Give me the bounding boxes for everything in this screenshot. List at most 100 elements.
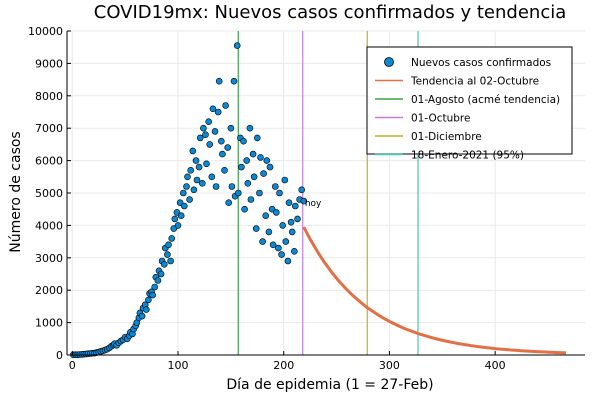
data-point bbox=[227, 124, 235, 132]
data-point bbox=[206, 141, 213, 148]
y-tick-label: 2000 bbox=[35, 284, 63, 297]
legend: Nuevos casos confirmados Tendencia al 02-… bbox=[366, 46, 573, 162]
data-point bbox=[285, 199, 293, 206]
data-point bbox=[263, 157, 271, 164]
x-tick-label: 300 bbox=[379, 359, 400, 372]
y-tick-label: 7000 bbox=[35, 122, 63, 135]
legend-label: 01-Diciembre bbox=[411, 131, 482, 143]
data-point bbox=[291, 202, 299, 210]
data-point bbox=[221, 167, 228, 174]
data-point bbox=[287, 218, 295, 226]
data-point bbox=[250, 173, 258, 181]
data-point bbox=[215, 77, 223, 85]
y-tick-label: 8000 bbox=[35, 90, 63, 103]
data-point bbox=[249, 150, 257, 158]
data-point bbox=[269, 241, 277, 249]
data-point bbox=[154, 277, 162, 284]
data-point bbox=[275, 244, 282, 252]
data-point bbox=[212, 183, 220, 190]
data-point bbox=[177, 212, 185, 219]
x-tick-label: 200 bbox=[273, 359, 294, 372]
data-point bbox=[244, 180, 252, 187]
x-tick-label: 100 bbox=[168, 359, 189, 372]
data-point bbox=[224, 144, 231, 151]
y-tick-label: 3000 bbox=[35, 252, 63, 265]
data-point bbox=[272, 209, 280, 216]
data-point bbox=[246, 124, 254, 132]
data-point bbox=[219, 150, 226, 158]
y-axis-label: Número de casos bbox=[8, 131, 24, 252]
legend-label: 01-Octubre bbox=[411, 113, 470, 125]
data-point bbox=[252, 225, 260, 232]
data-point bbox=[211, 128, 219, 135]
data-point bbox=[300, 197, 308, 205]
data-point bbox=[259, 238, 266, 245]
data-point bbox=[164, 251, 171, 258]
data-point bbox=[167, 257, 174, 265]
data-point bbox=[193, 176, 201, 184]
data-point bbox=[181, 202, 188, 210]
data-point bbox=[222, 102, 229, 109]
data-point bbox=[180, 189, 187, 197]
legend-label: 01-Agosto (acmé tendencia) bbox=[411, 94, 560, 106]
data-point bbox=[235, 189, 242, 197]
data-point bbox=[265, 228, 273, 236]
y-tick-label: 10000 bbox=[28, 25, 63, 38]
data-point bbox=[173, 209, 181, 216]
data-point bbox=[208, 173, 216, 181]
data-point bbox=[276, 189, 283, 197]
data-point bbox=[184, 173, 191, 181]
x-tick-label: 400 bbox=[485, 359, 506, 372]
data-point bbox=[253, 134, 261, 142]
scatter-points bbox=[70, 42, 308, 359]
y-tick-label: 6000 bbox=[35, 155, 63, 168]
data-point bbox=[278, 251, 285, 258]
x-axis-label: Día de epidemia (1 = 27-Feb) bbox=[226, 377, 433, 393]
data-point bbox=[290, 248, 298, 255]
data-point bbox=[174, 222, 182, 229]
y-tick-label: 4000 bbox=[35, 219, 63, 232]
data-point bbox=[196, 134, 204, 142]
data-point bbox=[294, 215, 301, 223]
data-point bbox=[205, 118, 212, 125]
grid-lines bbox=[67, 30, 585, 356]
data-point bbox=[145, 296, 152, 304]
data-point bbox=[186, 196, 193, 203]
data-point bbox=[203, 160, 210, 168]
legend-label: 18-Enero-2021 (95%) bbox=[411, 150, 524, 162]
data-point bbox=[187, 167, 194, 174]
data-point bbox=[288, 228, 296, 236]
data-point bbox=[138, 312, 146, 320]
legend-marker-scatter bbox=[384, 57, 394, 67]
data-point bbox=[256, 189, 263, 197]
legend-label: Tendencia al 02-Octubre bbox=[410, 76, 539, 88]
data-point bbox=[192, 157, 200, 164]
data-point bbox=[161, 260, 168, 268]
data-point bbox=[247, 196, 255, 203]
data-point bbox=[228, 183, 236, 190]
data-point bbox=[157, 270, 165, 278]
data-point bbox=[243, 157, 250, 164]
trend-layer bbox=[302, 226, 567, 355]
y-tick-label: 9000 bbox=[35, 57, 63, 70]
data-point bbox=[151, 283, 158, 291]
data-point bbox=[168, 235, 175, 242]
data-point bbox=[298, 186, 306, 194]
data-point bbox=[202, 131, 209, 138]
y-tick-label: 1000 bbox=[35, 317, 63, 330]
data-point bbox=[200, 124, 207, 132]
data-point bbox=[165, 241, 172, 249]
data-point bbox=[195, 163, 203, 171]
data-point bbox=[149, 291, 156, 299]
data-point bbox=[143, 306, 150, 313]
data-point bbox=[266, 163, 274, 171]
data-point bbox=[282, 238, 290, 245]
data-point bbox=[279, 222, 287, 229]
data-point bbox=[190, 186, 198, 194]
data-point bbox=[199, 180, 206, 187]
data-point bbox=[171, 215, 179, 223]
data-point bbox=[260, 170, 267, 177]
data-point bbox=[214, 108, 222, 116]
